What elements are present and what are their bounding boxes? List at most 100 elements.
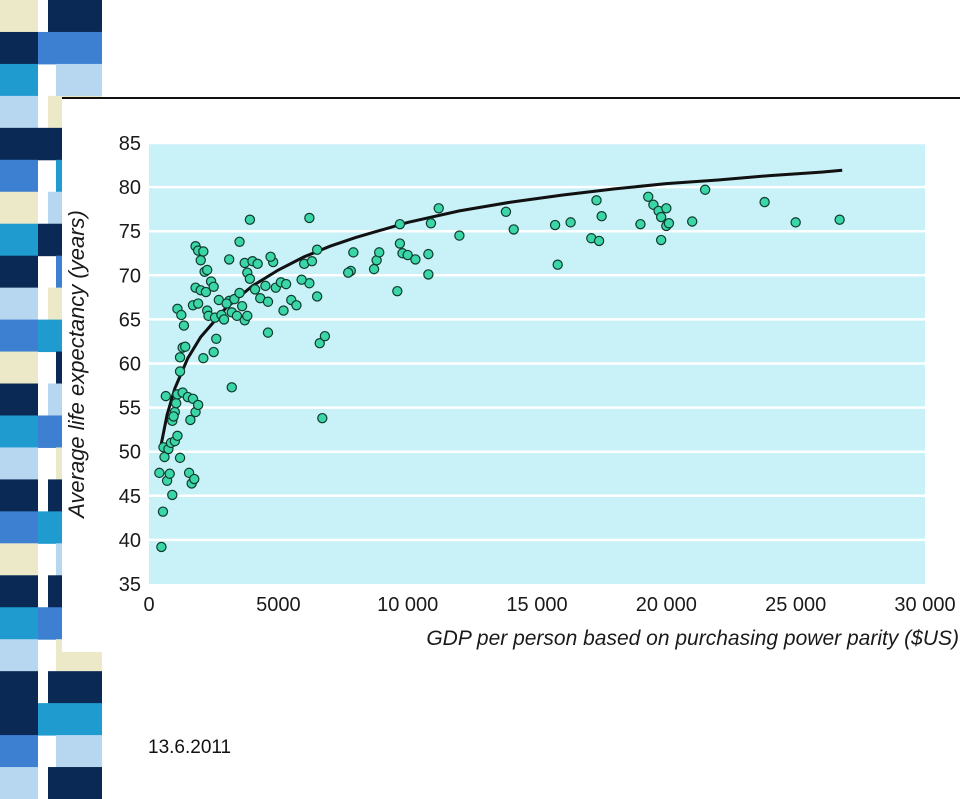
data-point [226, 382, 237, 393]
y-tick-label: 85 [119, 133, 141, 155]
data-point [262, 296, 274, 307]
strip-band [0, 223, 38, 257]
y-tick-label: 40 [119, 530, 141, 552]
data-point [242, 310, 253, 322]
strip-band [0, 735, 38, 768]
data-point [552, 259, 563, 270]
data-point [423, 248, 434, 260]
strip-band [0, 703, 38, 736]
data-point [192, 399, 204, 411]
data-point [189, 473, 200, 485]
data-point [200, 286, 212, 298]
strip-band [48, 767, 102, 799]
x-tick-label: 0 [143, 594, 154, 616]
trend-curve [159, 168, 843, 448]
data-point [425, 218, 437, 229]
strip-band [0, 0, 38, 33]
data-point [394, 218, 406, 230]
data-point [180, 341, 191, 352]
data-point [591, 195, 602, 206]
gridlines [149, 141, 925, 542]
data-point [549, 219, 561, 231]
data-point [348, 247, 359, 258]
strip-band [0, 63, 38, 97]
strip-band [0, 639, 38, 672]
data-point [192, 298, 204, 309]
data-point [249, 284, 261, 295]
x-tick-label: 15 000 [506, 594, 567, 616]
data-point [317, 412, 328, 424]
data-point [174, 366, 186, 377]
data-point [154, 467, 165, 479]
data-point [198, 353, 209, 364]
data-point [234, 236, 245, 247]
strip-band [48, 671, 102, 704]
x-tick-label: 10 000 [377, 594, 438, 616]
strip-band [0, 31, 38, 65]
data-point [260, 280, 271, 292]
strip-band [48, 0, 102, 33]
data-point [223, 254, 235, 265]
strip-band [38, 703, 102, 736]
data-point [663, 218, 675, 229]
data-point [174, 452, 186, 464]
data-point [174, 352, 186, 363]
data-point [655, 211, 667, 223]
data-point [198, 246, 209, 257]
y-tick-label: 80 [119, 177, 141, 199]
y-tick-label: 45 [119, 486, 141, 508]
data-point [231, 310, 243, 322]
y-tick-label: 70 [119, 265, 141, 287]
data-point [635, 218, 646, 230]
scatter-chart: 35 40 45 50 55 60 65 70 75 80 85 0 5000 10 000 15 000… [64, 133, 959, 650]
strip-band [0, 287, 38, 321]
data-point [170, 397, 182, 409]
y-tick-label: 65 [119, 309, 141, 331]
data-point [661, 203, 672, 214]
data-point [311, 291, 323, 302]
y-tick-label: 75 [119, 221, 141, 243]
data-point [314, 338, 325, 349]
strip-band [0, 479, 38, 512]
data-point [500, 206, 512, 217]
data-point [374, 247, 385, 258]
data-point [265, 251, 276, 262]
slide-date: 13.6.2011 [148, 737, 232, 758]
strip-band [0, 351, 38, 385]
x-tick-labels: 0 5000 10 000 15 000 20 000 25 000 30 000 [143, 594, 955, 616]
data-point [394, 238, 406, 249]
data-point [208, 346, 219, 358]
data-point [699, 184, 711, 195]
data-points [154, 184, 845, 553]
data-point [643, 191, 654, 203]
data-point [306, 255, 318, 267]
data-point [368, 263, 380, 275]
strip-band [0, 383, 38, 416]
x-tick-label: 5000 [256, 594, 301, 616]
data-point [244, 273, 256, 285]
data-point [423, 269, 434, 280]
strip-band [0, 511, 38, 544]
data-point [278, 305, 289, 316]
y-tick-label: 50 [119, 442, 141, 464]
strip-band [0, 607, 38, 640]
data-point [834, 214, 845, 225]
data-point [185, 414, 196, 426]
data-point [195, 255, 206, 266]
x-axis-label: GDP per person based on purchasing power… [426, 627, 959, 650]
data-point [164, 468, 175, 479]
data-point [410, 254, 421, 265]
data-point [236, 300, 248, 312]
strip-band [0, 575, 38, 608]
strip-band [0, 767, 38, 799]
data-point [508, 224, 519, 235]
data-point [759, 196, 770, 208]
data-point [201, 264, 213, 276]
data-point [234, 287, 245, 299]
data-point [392, 285, 403, 297]
data-point [565, 217, 576, 228]
data-point [454, 230, 465, 241]
data-point [160, 390, 172, 402]
data-point [687, 216, 698, 227]
data-point [172, 430, 183, 442]
